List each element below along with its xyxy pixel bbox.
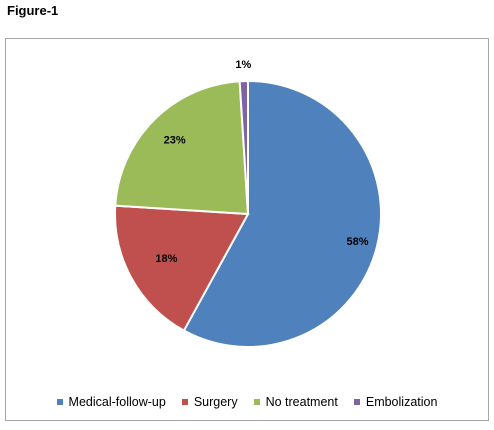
legend-item: Embolization: [353, 395, 438, 409]
pie-slice-embolization: [238, 79, 249, 215]
legend: Medical-follow-up Surgery No treatment Embo…: [6, 395, 488, 409]
figure-title: Figure-1: [7, 3, 59, 18]
pie-slice-medical-follow-up: [182, 79, 382, 348]
legend-label: No treatment: [265, 395, 338, 409]
data-label: 18%: [155, 253, 177, 265]
legend-item: Surgery: [181, 395, 238, 409]
legend-swatch: [56, 399, 63, 405]
legend-swatch: [253, 399, 260, 405]
pie-chart: 58% 18% 23% 1%: [114, 59, 382, 348]
data-label: 23%: [164, 135, 186, 147]
legend-swatch: [181, 399, 188, 405]
legend-item: No treatment: [253, 395, 338, 409]
legend-item: Medical-follow-up: [56, 395, 166, 409]
legend-label: Surgery: [193, 395, 238, 409]
legend-label: Embolization: [365, 395, 438, 409]
data-label: 58%: [346, 236, 368, 248]
pie-slice-no-treatment: [114, 80, 250, 216]
pie-slice-surgery: [114, 204, 250, 332]
legend-label: Medical-follow-up: [68, 395, 166, 409]
data-label: 1%: [235, 59, 251, 71]
legend-swatch: [353, 399, 360, 405]
chart-area: 58% 18% 23% 1% Medical-follow-up Surgery No t…: [5, 38, 489, 421]
